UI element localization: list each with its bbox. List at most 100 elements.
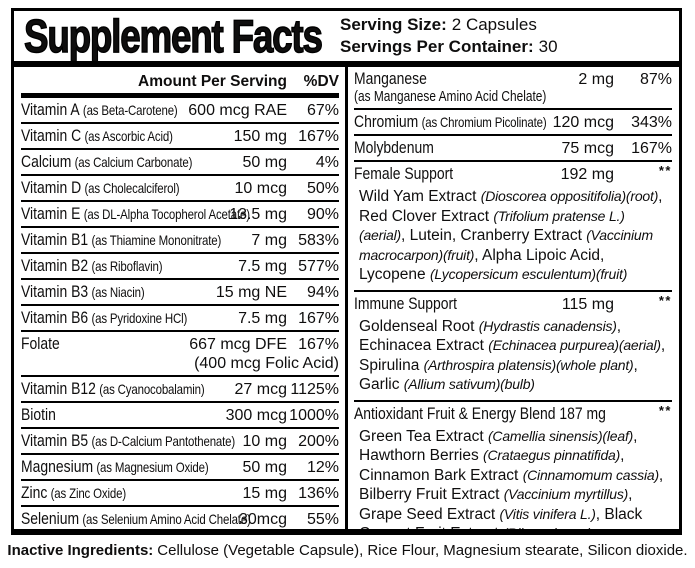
nutrient-name: Vitamin B5 (as D-Calcium Pantothenate) <box>21 431 236 450</box>
nutrient-dv: 94% <box>306 284 339 301</box>
facts-columns: Amount Per Serving %DV Vitamin A (as Beta… <box>14 67 679 529</box>
header-divider-bar <box>14 61 679 67</box>
nutrient-source: (as Calcium Carbonate) <box>74 154 193 170</box>
left-column-header: Amount Per Serving %DV <box>21 67 339 91</box>
left-column: Amount Per Serving %DV Vitamin A (as Beta… <box>14 67 348 529</box>
nutrient-amount: 7.5 mg <box>238 310 287 327</box>
percent-dv-header: %DV <box>303 73 339 90</box>
nutrient-row: Vitamin C (as Ascorbic Acid) 150 mg 167% <box>21 122 339 148</box>
nutrient-amount: 667 mcg DFE <box>189 336 287 353</box>
nutrient-source: (as Magnesium Oxide) <box>96 459 209 475</box>
nutrient-dv: 343% <box>631 114 672 131</box>
nutrient-row: Vitamin E (as DL-Alpha Tocopherol Acetate… <box>21 200 339 226</box>
inactive-ingredients: Inactive Ingredients: Cellulose (Vegetabl… <box>0 541 695 560</box>
nutrient-row: Vitamin B3 (as Niacin) 15 mg NE 94% <box>21 278 339 304</box>
nutrient-row: Zinc (as Zinc Oxide) 15 mg 136% <box>21 479 339 505</box>
nutrient-name: Magnesium (as Magnesium Oxide) <box>21 457 209 476</box>
nutrient-source: (as Chromium Picolinate) <box>421 114 547 130</box>
nutrient-name: Chromium (as Chromium Picolinate) <box>354 112 547 131</box>
nutrient-row: Vitamin B5 (as D-Calcium Pantothenate) 10 … <box>21 427 339 453</box>
left-header-divider-bar <box>21 93 339 98</box>
nutrient-name: Vitamin B12 (as Cyanocobalamin) <box>21 379 205 398</box>
nutrient-row: Vitamin B6 (as Pyridoxine HCl) 7.5 mg 167% <box>21 304 339 330</box>
nutrient-source: (as Cyanocobalamin) <box>99 381 205 397</box>
nutrient-source: (as Niacin) <box>91 284 145 300</box>
nutrient-amount: 7 mg <box>251 232 287 249</box>
nutrient-dv: 577% <box>298 258 339 275</box>
nutrient-source: (as Pyridoxine HCl) <box>91 310 188 326</box>
inactive-ingredients-text: Cellulose (Vegetable Capsule), Rice Flou… <box>157 542 688 559</box>
nutrient-row: Vitamin A (as Beta-Carotene) 600 mcg RAE 67… <box>21 98 339 122</box>
nutrient-name: Immune Support <box>354 293 458 313</box>
servings-per-container-line: Servings Per Container: 30 <box>340 36 558 58</box>
nutrient-amount: 50 mg <box>242 154 287 171</box>
nutrient-dv: ** <box>658 292 672 308</box>
nutrient-name: Vitamin B2 (as Riboflavin) <box>21 256 163 275</box>
nutrient-name: Female Support <box>354 164 454 183</box>
nutrient-dv: 90% <box>306 206 339 223</box>
nutrient-dv: 136% <box>298 485 339 502</box>
nutrient-amount: 7.5 mg <box>238 258 287 275</box>
nutrient-row: Manganese 2 mg 87% (as Manganese Amino Acid… <box>354 67 672 108</box>
nutrient-source: (as DL-Alpha Tocopherol Acetate) <box>83 206 250 222</box>
nutrient-row: Folate 667 mcg DFE 167% (400 mcg Folic Acid… <box>21 330 339 375</box>
nutrient-source: (as Beta-Carotene) <box>82 102 178 118</box>
nutrient-amount-subline: (400 mcg Folic Acid) <box>194 355 339 372</box>
nutrient-amount: 300 mcg <box>225 407 287 424</box>
nutrient-row: Immune Support 115 mg ** <box>354 289 672 316</box>
nutrient-name: Folate <box>21 334 60 353</box>
nutrient-row: Molybdenum 75 mcg 167% <box>354 134 672 160</box>
nutrient-name: Manganese <box>354 69 427 88</box>
servings-per-container-label: Servings Per Container: <box>340 36 534 56</box>
nutrient-row: Selenium (as Selenium Amino Acid Chelate)… <box>21 505 339 529</box>
nutrient-dv: 1000% <box>289 407 339 424</box>
blend-description: Wild Yam Extract (Dioscorea oppositifoli… <box>359 188 663 283</box>
nutrient-source: (as Cholecalciferol) <box>84 180 180 196</box>
nutrient-amount: 50 mg <box>242 459 287 476</box>
nutrient-amount: 10 mg <box>242 433 287 450</box>
nutrient-dv: 167% <box>298 310 339 327</box>
panel-header: Supplement Facts Serving Size: 2 Capsules… <box>14 10 679 61</box>
nutrient-dv: 12% <box>306 459 339 476</box>
nutrient-amount: 115 mg <box>561 295 614 313</box>
nutrient-row: Magnesium (as Magnesium Oxide) 50 mg 12% <box>21 453 339 479</box>
serving-size-line: Serving Size: 2 Capsules <box>340 14 558 36</box>
nutrient-name: Vitamin B6 (as Pyridoxine HCl) <box>21 308 188 327</box>
nutrient-dv: 167% <box>631 140 672 157</box>
nutrient-dv: 55% <box>306 511 339 528</box>
nutrient-dv: 4% <box>315 154 339 171</box>
nutrient-row: Vitamin B1 (as Thiamine Mononitrate) 7 mg 5… <box>21 226 339 252</box>
nutrient-dv: 200% <box>298 433 339 450</box>
inactive-ingredients-label: Inactive Ingredients: <box>7 542 154 559</box>
nutrient-name: Vitamin D (as Cholecalciferol) <box>21 178 180 197</box>
nutrient-name: Vitamin E (as DL-Alpha Tocopherol Acetate… <box>21 204 250 223</box>
nutrient-row: Antioxidant Fruit & Energy Blend 187 mg *… <box>354 399 672 426</box>
nutrient-name: Molybdenum <box>354 138 434 157</box>
nutrient-dv: 67% <box>306 102 339 119</box>
nutrient-source: (as Zinc Oxide) <box>50 485 127 501</box>
nutrient-name: Vitamin C (as Ascorbic Acid) <box>21 126 173 145</box>
nutrient-row: Chromium (as Chromium Picolinate) 120 mcg 3… <box>354 108 672 134</box>
nutrient-row: Calcium (as Calcium Carbonate) 50 mg 4% <box>21 148 339 174</box>
nutrient-row: Female Support 192 mg ** <box>354 160 672 186</box>
nutrient-amount: 75 mcg <box>561 140 614 157</box>
nutrient-source: (as D-Calcium Pantothenate) <box>91 433 236 449</box>
nutrient-amount: 150 mg <box>233 128 287 145</box>
serving-size-value: 2 Capsules <box>451 15 537 34</box>
left-nutrient-rows: Vitamin A (as Beta-Carotene) 600 mcg RAE 67… <box>21 98 339 529</box>
nutrient-dv: 167% <box>298 336 339 353</box>
nutrient-dv: 50% <box>306 180 339 197</box>
nutrient-amount: 27 mcg <box>234 381 287 398</box>
nutrient-dv: 1125% <box>290 381 339 398</box>
nutrient-row: Vitamin D (as Cholecalciferol) 10 mcg 50% <box>21 174 339 200</box>
blend-description: Green Tea Extract (Camellia sinensis)(le… <box>359 427 664 530</box>
nutrient-name: Biotin <box>21 405 56 424</box>
nutrient-dv: 167% <box>298 128 339 145</box>
nutrient-dv: 87% <box>639 71 672 88</box>
supplement-facts-panel: Supplement Facts Serving Size: 2 Capsules… <box>11 8 682 535</box>
nutrient-name: Calcium (as Calcium Carbonate) <box>21 152 193 171</box>
nutrient-dv: ** <box>658 163 672 178</box>
serving-info: Serving Size: 2 Capsules Servings Per Con… <box>340 14 558 57</box>
nutrient-amount: 600 mcg RAE <box>188 102 287 119</box>
nutrient-source-subline: (as Manganese Amino Acid Chelate) <box>354 89 547 105</box>
